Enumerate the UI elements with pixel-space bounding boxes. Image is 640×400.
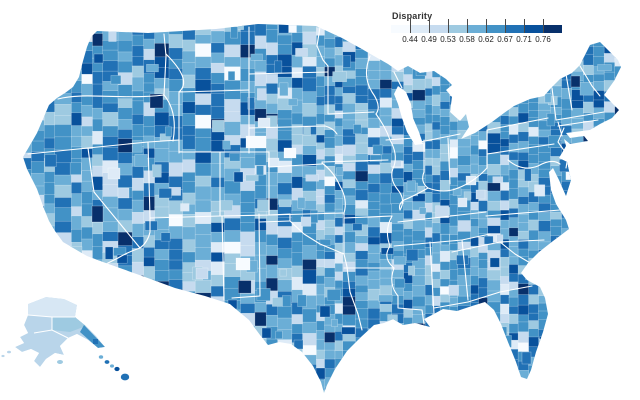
- accent-county: [227, 299, 238, 310]
- legend-swatch: [486, 25, 505, 33]
- hawaii-island: [98, 355, 104, 359]
- accent-counties: [91, 29, 581, 380]
- hawaii-island: [104, 360, 110, 364]
- alaska-inset: [1, 297, 105, 367]
- accent-county: [257, 117, 271, 128]
- hawaii-island: [114, 366, 120, 372]
- accent-county: [457, 197, 468, 208]
- accent-county: [319, 305, 331, 318]
- accent-county: [93, 53, 104, 64]
- legend-swatch: [448, 25, 467, 33]
- accent-county: [475, 189, 486, 200]
- accent-county: [261, 327, 272, 339]
- legend-tick-label: 0.71: [516, 35, 532, 44]
- accent-county: [570, 75, 581, 88]
- accent-county: [491, 333, 504, 346]
- accent-county: [203, 313, 218, 331]
- legend-swatch: [429, 25, 448, 33]
- accent-county: [245, 135, 267, 149]
- legend-color-scale: [391, 19, 562, 33]
- legend-tick-label: 0.62: [478, 35, 494, 44]
- legend-tick-label: 0.44: [402, 35, 418, 44]
- accent-county: [149, 93, 164, 109]
- legend-tick: [543, 19, 544, 33]
- legend-swatch: [391, 25, 410, 33]
- hawaii-inset: [98, 355, 130, 381]
- legend-title: Disparity: [392, 11, 433, 21]
- legend-tick: [505, 19, 506, 33]
- legend-swatch: [505, 25, 524, 33]
- lake-michigan: [394, 86, 423, 145]
- legend-swatch: [467, 25, 486, 33]
- legend-tick-labels: 0.44 0.49 0.53 0.58 0.62 0.67 0.71 0.76: [391, 35, 562, 45]
- legend-tick-label: 0.49: [421, 35, 437, 44]
- accent-county: [107, 167, 121, 180]
- legend-tick: [486, 19, 487, 33]
- accent-county: [293, 339, 304, 350]
- county-mosaic: [23, 24, 621, 393]
- accent-county: [117, 187, 130, 199]
- legend: Disparity 0.44 0.49 0.53 0.58 0.62 0.67 0.71 0.…: [391, 11, 571, 45]
- accent-county: [195, 267, 209, 280]
- accent-county: [267, 157, 280, 168]
- accent-county: [283, 147, 297, 159]
- legend-tick: [410, 19, 411, 33]
- legend-tick: [467, 19, 468, 33]
- legend-tick-label: 0.76: [535, 35, 551, 44]
- legend-swatch: [524, 25, 543, 33]
- hawaii-island: [120, 373, 130, 381]
- legend-tick-label: 0.53: [440, 35, 456, 44]
- accent-county: [91, 205, 104, 223]
- legend-swatch: [410, 25, 429, 33]
- legend-tick-label: 0.58: [459, 35, 475, 44]
- accent-county: [315, 367, 326, 380]
- accent-county: [233, 171, 244, 183]
- hawaii-island: [110, 364, 114, 368]
- state-borders: [27, 26, 605, 331]
- legend-tick: [524, 19, 525, 33]
- accent-county: [521, 351, 532, 365]
- legend-tick: [448, 19, 449, 33]
- legend-tick-label: 0.67: [497, 35, 513, 44]
- accent-county: [465, 175, 477, 186]
- accent-county: [235, 257, 251, 271]
- legend-tick: [429, 19, 430, 33]
- legend-swatch: [543, 25, 562, 33]
